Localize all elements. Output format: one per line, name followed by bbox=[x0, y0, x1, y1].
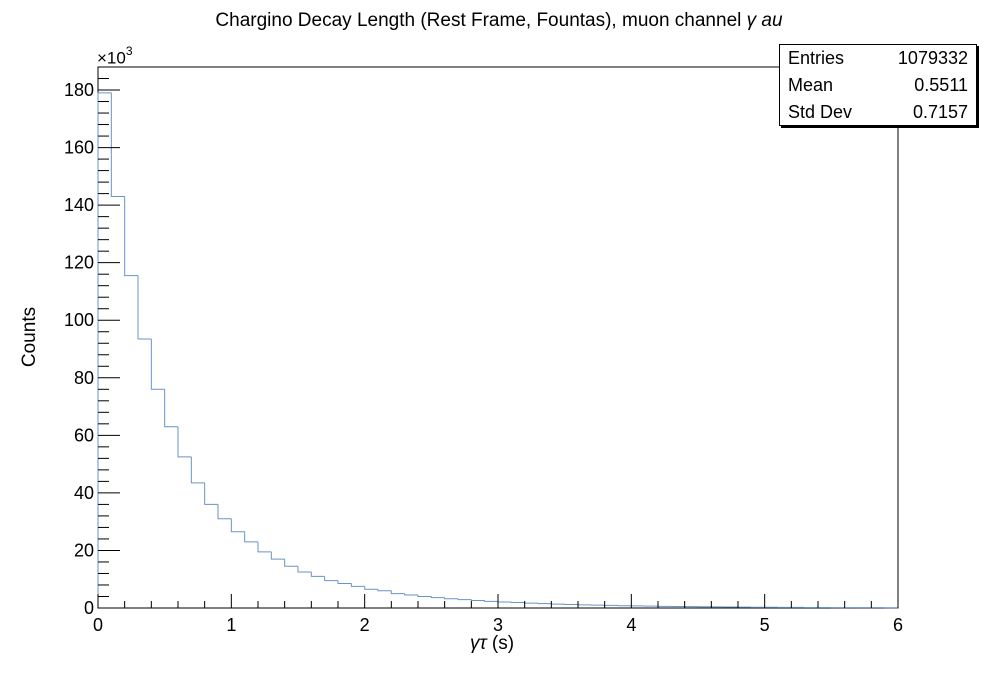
stats-row-mean: Mean 0.5511 bbox=[788, 72, 968, 98]
y-tick-label: 100 bbox=[64, 310, 94, 330]
histogram-bin bbox=[297, 566, 312, 573]
multiplier-exponent: 3 bbox=[125, 44, 133, 58]
histogram-bin bbox=[217, 504, 232, 520]
chart-title-text: Chargino Decay Length (Rest Frame, Fount… bbox=[215, 10, 747, 31]
stats-mean-value: 0.5511 bbox=[914, 75, 968, 95]
histogram-bin bbox=[270, 551, 285, 560]
histogram-bin bbox=[417, 595, 432, 597]
y-tick-label: 120 bbox=[64, 253, 94, 273]
histogram-bin bbox=[124, 196, 138, 277]
stats-mean-label: Mean bbox=[788, 75, 834, 95]
y-tick-label: 60 bbox=[74, 425, 94, 445]
x-tick-label: 0 bbox=[93, 615, 103, 635]
histogram-bin bbox=[470, 599, 485, 602]
x-axis-label-symbol: γτ bbox=[470, 633, 487, 654]
histogram-bin bbox=[377, 589, 392, 592]
stats-box: Entries 1079332 Mean 0.5511 Std Dev 0.71… bbox=[779, 44, 977, 126]
histogram-bin bbox=[510, 601, 525, 604]
histogram-bin bbox=[150, 338, 165, 390]
y-axis-multiplier: ×103 bbox=[97, 44, 133, 69]
histogram-bin bbox=[497, 601, 512, 603]
histogram-bin bbox=[284, 559, 298, 567]
chart-title-symbols: γ au bbox=[746, 10, 783, 31]
histogram-bin bbox=[484, 600, 498, 602]
y-tick-label: 0 bbox=[84, 598, 94, 618]
histogram-bin bbox=[524, 602, 538, 604]
histogram-bin bbox=[190, 456, 205, 484]
histogram-bin bbox=[430, 596, 445, 599]
histogram-bin bbox=[257, 541, 272, 553]
y-axis-label: Counts bbox=[19, 306, 40, 368]
y-tick-label: 80 bbox=[74, 368, 94, 388]
histogram-bin bbox=[137, 275, 152, 340]
multiplier-base: ×10 bbox=[97, 48, 126, 68]
y-tick-label: 140 bbox=[64, 195, 94, 215]
histogram-bin bbox=[337, 580, 352, 585]
x-tick-label: 3 bbox=[493, 615, 503, 635]
stats-row-stddev: Std Dev 0.7157 bbox=[788, 99, 968, 125]
histogram-bin bbox=[230, 518, 245, 533]
histogram-bin bbox=[324, 576, 338, 582]
y-tick-label: 180 bbox=[64, 80, 94, 100]
y-tick-label: 40 bbox=[74, 483, 94, 503]
stats-row-entries: Entries 1079332 bbox=[788, 45, 968, 71]
histogram-bin bbox=[97, 92, 112, 608]
stats-entries-value: 1079332 bbox=[897, 48, 968, 68]
x-tick-label: 1 bbox=[226, 615, 236, 635]
x-tick-label: 5 bbox=[760, 615, 770, 635]
y-tick-label: 20 bbox=[74, 540, 94, 560]
histogram-bin bbox=[204, 482, 218, 505]
histogram-bin bbox=[390, 590, 405, 595]
histogram-bin bbox=[364, 586, 378, 590]
x-tick-label: 6 bbox=[893, 615, 903, 635]
x-tick-label: 4 bbox=[626, 615, 636, 635]
histogram-bin bbox=[444, 597, 458, 600]
histogram-bin bbox=[110, 92, 125, 197]
y-tick-label: 160 bbox=[64, 138, 94, 158]
stats-stddev-value: 0.7157 bbox=[912, 102, 968, 122]
x-tick-label: 2 bbox=[360, 615, 370, 635]
histogram-bin bbox=[350, 583, 365, 587]
x-axis-label-unit: (s) bbox=[486, 633, 515, 654]
histogram-bin bbox=[537, 603, 552, 605]
stats-entries-label: Entries bbox=[788, 48, 845, 68]
histogram-bin bbox=[244, 531, 258, 543]
histogram-bin bbox=[164, 389, 178, 428]
histogram-bin bbox=[457, 598, 472, 601]
histogram-bin bbox=[310, 572, 325, 577]
chart-title: Chargino Decay Length (Rest Frame, Fount… bbox=[0, 10, 998, 32]
histogram-bin bbox=[177, 426, 192, 458]
plot-frame bbox=[97, 66, 899, 609]
histogram-bin bbox=[404, 593, 418, 596]
stats-stddev-label: Std Dev bbox=[788, 102, 853, 122]
